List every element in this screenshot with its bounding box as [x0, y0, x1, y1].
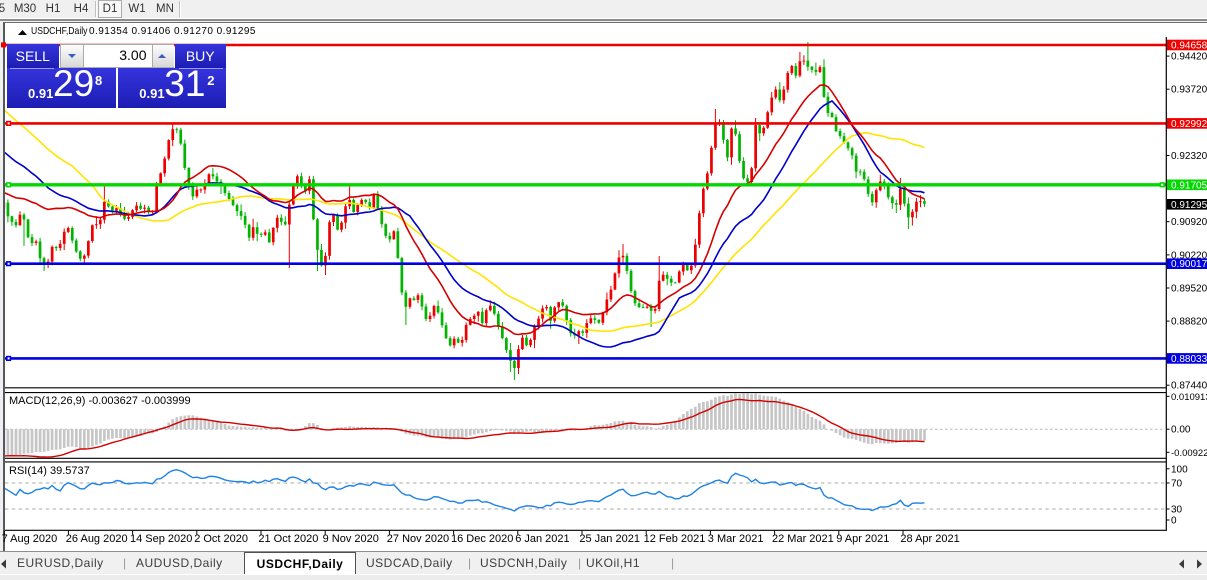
svg-text:0: 0: [1171, 516, 1177, 527]
svg-text:26 Aug 2020: 26 Aug 2020: [66, 533, 128, 545]
svg-text:70: 70: [1171, 479, 1183, 490]
svg-text:0.90017: 0.90017: [1171, 259, 1207, 270]
svg-text:22 Mar 2021: 22 Mar 2021: [772, 533, 834, 545]
svg-text:7 Aug 2020: 7 Aug 2020: [2, 533, 58, 545]
svg-text:100: 100: [1171, 464, 1188, 475]
svg-text:0.87440: 0.87440: [1171, 381, 1207, 392]
svg-text:0.91705: 0.91705: [1171, 180, 1207, 191]
svg-text:0.91295: 0.91295: [1171, 200, 1207, 211]
svg-text:14 Sep 2020: 14 Sep 2020: [130, 533, 192, 545]
svg-text:0.94420: 0.94420: [1171, 52, 1207, 63]
svg-text:28 Apr 2021: 28 Apr 2021: [900, 533, 959, 545]
svg-text:-0.009225: -0.009225: [1171, 448, 1207, 459]
svg-text:0.92320: 0.92320: [1171, 151, 1207, 162]
svg-text:9 Nov 2020: 9 Nov 2020: [323, 533, 379, 545]
svg-text:2 Oct 2020: 2 Oct 2020: [194, 533, 248, 545]
svg-text:0.90920: 0.90920: [1171, 217, 1207, 228]
svg-text:9 Apr 2021: 9 Apr 2021: [836, 533, 889, 545]
svg-text:0.90220: 0.90220: [1171, 250, 1207, 261]
svg-text:0.89520: 0.89520: [1171, 284, 1207, 295]
svg-text:16 Dec 2020: 16 Dec 2020: [451, 533, 513, 545]
svg-text:21 Oct 2020: 21 Oct 2020: [258, 533, 318, 545]
svg-text:0.010913: 0.010913: [1171, 392, 1207, 403]
svg-text:27 Nov 2020: 27 Nov 2020: [387, 533, 449, 545]
svg-text:0.88820: 0.88820: [1171, 317, 1207, 328]
svg-text:MACD(12,26,9) -0.003627 -0.003: MACD(12,26,9) -0.003627 -0.003999: [9, 395, 191, 407]
svg-text:0.92992: 0.92992: [1171, 119, 1207, 130]
svg-text:0.88033: 0.88033: [1171, 354, 1207, 365]
svg-text:0.94658: 0.94658: [1171, 41, 1207, 52]
svg-text:12 Feb 2021: 12 Feb 2021: [644, 533, 706, 545]
svg-text:RSI(14) 39.5737: RSI(14) 39.5737: [9, 465, 90, 477]
svg-text:0.00: 0.00: [1171, 425, 1191, 436]
svg-text:6 Jan 2021: 6 Jan 2021: [515, 533, 569, 545]
svg-text:0.93720: 0.93720: [1171, 85, 1207, 96]
svg-text:30: 30: [1171, 505, 1183, 516]
svg-text:25 Jan 2021: 25 Jan 2021: [579, 533, 640, 545]
svg-text:3 Mar 2021: 3 Mar 2021: [708, 533, 764, 545]
